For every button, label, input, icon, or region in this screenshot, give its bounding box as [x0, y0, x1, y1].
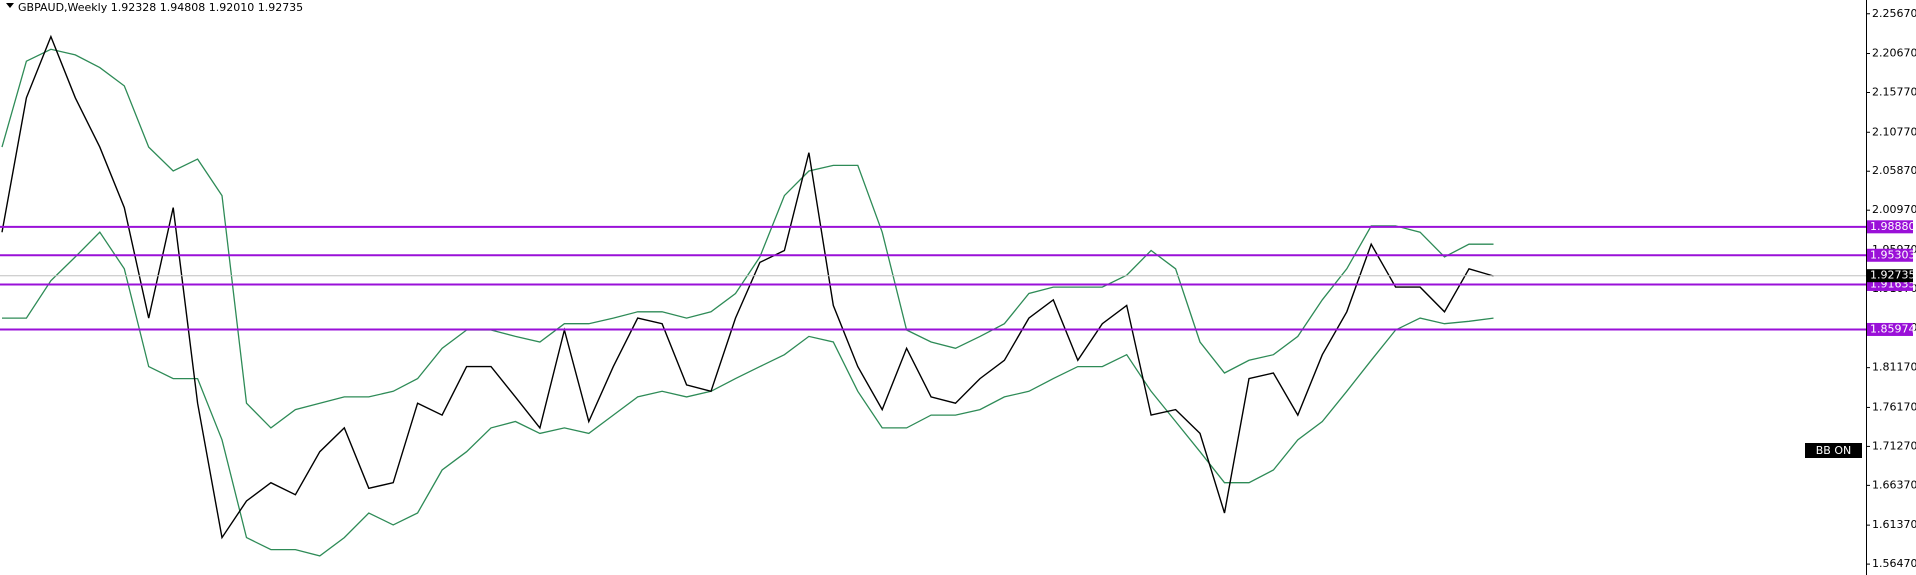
y-tick-label: 2.20670: [1872, 47, 1916, 60]
plot-area: [0, 34, 1866, 557]
current-price-box: [1867, 269, 1913, 283]
indicator-badge: [1805, 443, 1862, 458]
y-tick-label: 2.10770: [1872, 125, 1916, 138]
y-tick-label: 1.71270: [1872, 439, 1916, 452]
y-tick-label: 1.76170: [1872, 400, 1916, 413]
indicator-label: BB ON: [1816, 444, 1851, 457]
chart-title: GBPAUD,Weekly 1.92328 1.94808 1.92010 1.…: [18, 1, 303, 14]
level-label-box: [1867, 248, 1913, 262]
menu-arrow[interactable]: [6, 3, 14, 8]
level-label-box: [1867, 220, 1913, 234]
y-tick-label: 2.05870: [1872, 164, 1916, 177]
y-tick-label: 1.81170: [1872, 361, 1916, 374]
y-tick-label: 2.00970: [1872, 203, 1916, 216]
y-tick-label: 1.61370: [1872, 518, 1916, 531]
level-label-box: [1867, 322, 1913, 336]
level-label: 1.98880: [1870, 220, 1916, 233]
level-label: 1.85974: [1870, 322, 1916, 335]
y-tick-label: 1.56470: [1872, 557, 1916, 570]
current-price-label: 1.92735: [1870, 269, 1916, 282]
price-line: [1, 34, 1494, 540]
y-tick-label: 1.66370: [1872, 478, 1916, 491]
bollinger-band: [2, 231, 1494, 557]
level-label: 1.95303: [1870, 248, 1916, 261]
y-tick-label: 2.25670: [1872, 7, 1916, 20]
y-tick-label: 2.15770: [1872, 85, 1916, 98]
